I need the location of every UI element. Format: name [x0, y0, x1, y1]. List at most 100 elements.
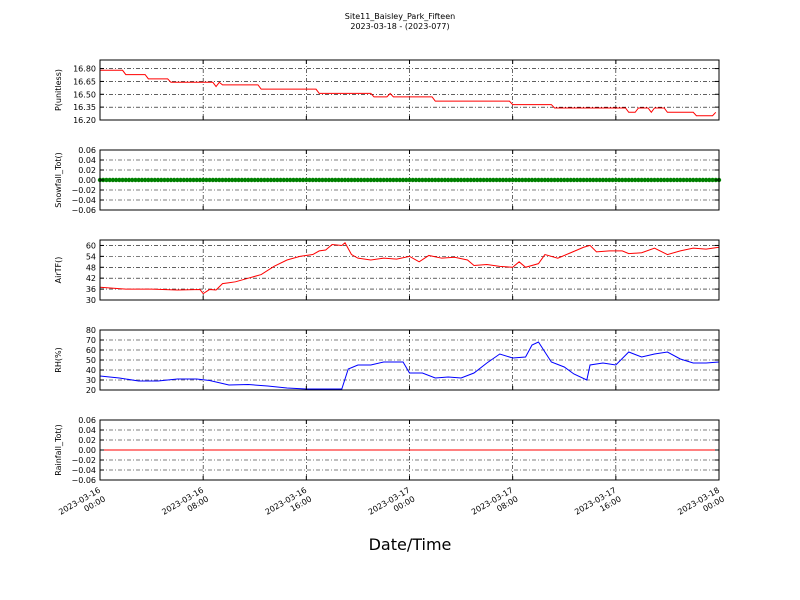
y-tick-label: 70	[86, 336, 96, 345]
data-point	[110, 177, 116, 183]
data-point	[249, 177, 254, 183]
data-point	[329, 177, 335, 183]
data-point	[197, 177, 203, 183]
data-point	[587, 177, 593, 183]
data-point	[433, 177, 438, 183]
data-point	[468, 177, 473, 183]
data-point	[558, 177, 564, 183]
data-point	[529, 177, 535, 183]
data-point	[552, 177, 557, 183]
data-point	[491, 177, 496, 183]
data-point	[284, 177, 290, 183]
data-point	[691, 177, 696, 183]
data-point	[291, 177, 296, 183]
data-point	[571, 177, 577, 183]
data-point	[404, 177, 409, 183]
data-point	[358, 177, 364, 183]
data-point	[104, 177, 109, 183]
y-tick-label: 16.50	[73, 90, 96, 99]
data-point	[188, 177, 193, 183]
data-point	[636, 177, 641, 183]
y-tick-label: 0.02	[78, 436, 96, 445]
data-point	[136, 177, 141, 183]
data-point	[458, 177, 464, 183]
data-point	[610, 177, 615, 183]
data-point	[520, 177, 525, 183]
data-point	[207, 177, 212, 183]
chart-subtitle: 2023-03-18 - (2023-077)	[350, 22, 449, 31]
data-point	[462, 177, 467, 183]
data-point	[200, 177, 206, 183]
y-axis-label: P(unitless)	[54, 69, 63, 111]
data-point	[400, 177, 406, 183]
data-point	[626, 177, 631, 183]
data-point	[507, 177, 512, 183]
data-point	[310, 177, 315, 183]
data-point	[523, 177, 528, 183]
subplot-2: 0.060.040.020.00−0.02−0.04−0.06 Snowfall_…	[54, 146, 722, 215]
data-point	[281, 177, 286, 183]
data-point	[526, 177, 531, 183]
data-point	[184, 177, 190, 183]
data-point	[536, 177, 541, 183]
data-point	[391, 177, 396, 183]
data-point	[607, 177, 612, 183]
data-point	[268, 177, 274, 183]
panels: 16.80 16.65 16.50 16.35 16.20 P(unitless) 0.06…	[54, 59, 722, 485]
data-point	[555, 177, 561, 183]
data-point	[449, 177, 454, 183]
subplot-1: 16.80 16.65 16.50 16.35 16.20 P(unitless)	[54, 59, 720, 125]
series-line	[100, 69, 717, 117]
data-point	[597, 177, 602, 183]
data-point	[533, 177, 538, 183]
data-point	[584, 177, 590, 183]
data-point	[168, 177, 174, 183]
y-tick-label: 30	[86, 376, 96, 385]
data-point	[297, 177, 303, 183]
data-point	[117, 177, 122, 183]
data-point	[204, 177, 209, 183]
data-point	[484, 177, 490, 183]
data-point	[562, 177, 567, 183]
data-point	[416, 177, 422, 183]
data-point	[365, 177, 370, 183]
data-point	[581, 177, 586, 183]
data-point	[420, 177, 425, 183]
data-point	[278, 177, 283, 183]
data-point	[481, 177, 486, 183]
data-point	[271, 177, 277, 183]
data-point	[649, 177, 654, 183]
y-tick-label: 60	[86, 241, 96, 250]
y-tick-label: −0.04	[71, 466, 96, 475]
data-point	[674, 177, 680, 183]
data-point	[652, 177, 657, 183]
data-point	[574, 177, 580, 183]
data-point	[642, 177, 648, 183]
data-point	[494, 177, 499, 183]
data-point	[623, 177, 628, 183]
data-point	[210, 177, 216, 183]
data-point	[568, 177, 573, 183]
data-point	[162, 177, 167, 183]
data-point	[387, 177, 393, 183]
data-point	[113, 177, 119, 183]
y-tick-label: 60	[86, 346, 96, 355]
data-point	[171, 177, 177, 183]
data-point	[371, 177, 377, 183]
data-point	[516, 177, 522, 183]
y-axis-label: Rainfall_Tot()	[54, 424, 63, 476]
data-point	[542, 177, 548, 183]
data-point	[342, 177, 348, 183]
data-point	[613, 177, 619, 183]
data-point	[684, 177, 689, 183]
data-point	[375, 177, 380, 183]
data-point	[410, 177, 415, 183]
data-point	[407, 177, 412, 183]
data-point	[639, 177, 644, 183]
y-tick-label: 0.04	[78, 426, 96, 435]
data-point	[146, 177, 151, 183]
